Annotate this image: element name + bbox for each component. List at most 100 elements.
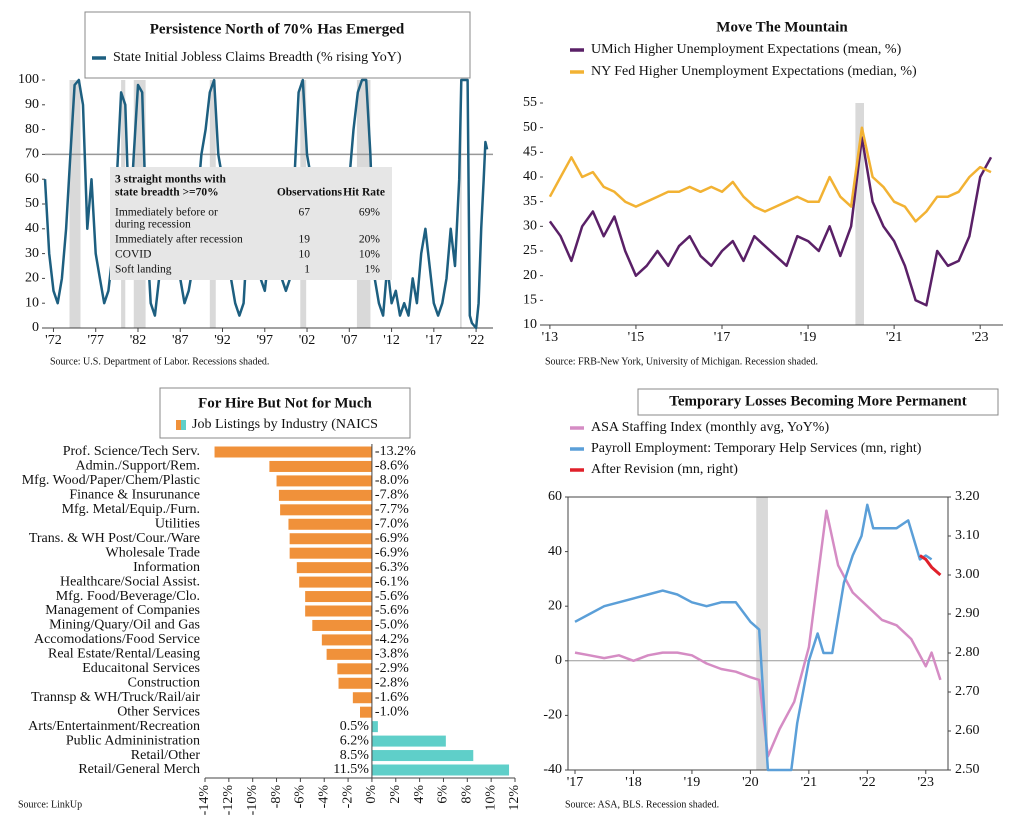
y-tick-label: 30 (523, 219, 537, 234)
y-tick-label: 25 (523, 243, 537, 258)
series-line (574, 503, 933, 772)
category-label: Real Estate/Rental/Leasing (48, 647, 200, 662)
value-label: -7.0% (375, 516, 409, 531)
y2-tick-label: 3.00 (955, 567, 980, 582)
y-tick-label: 80 (25, 122, 39, 137)
x-tick-label: '19 (684, 775, 701, 790)
plot-frame (567, 496, 949, 771)
recession-shade (756, 497, 768, 770)
table-header: 3 straight months with (115, 174, 226, 186)
y2-tick-label: 3.20 (955, 489, 980, 504)
bar (299, 576, 372, 588)
x-tick-label: '17 (426, 333, 443, 348)
y-tick-label: 45 (523, 145, 537, 160)
value-label: 0.5% (340, 719, 370, 734)
table-cell: 1% (365, 264, 381, 276)
table-cell: 69% (359, 207, 381, 219)
y2-tick-label: 3.10 (955, 528, 980, 543)
category-label: Educaitonal Services (82, 661, 200, 676)
category-label: Construction (128, 675, 200, 690)
y-tick-label: 40 (25, 221, 39, 236)
bar (321, 634, 372, 646)
y-tick-label: 90 (25, 97, 39, 112)
source: Source: FRB-New York, University of Mich… (545, 356, 818, 367)
table-header: state breadth >=70% (115, 187, 219, 199)
source: Source: LinkUp (18, 799, 82, 810)
value-label: -7.7% (375, 502, 409, 517)
y-tick-label: 30 (25, 246, 39, 261)
bar (360, 706, 372, 718)
y2-tick-label: 2.70 (955, 684, 980, 699)
bar (288, 518, 372, 530)
value-label: -7.8% (375, 488, 409, 503)
x-tick-label: 6% (436, 785, 451, 804)
title-box (84, 11, 471, 79)
bar (289, 533, 372, 545)
value-label: -6.9% (375, 545, 409, 560)
table-background (110, 167, 392, 280)
bar (326, 648, 372, 660)
legend-label: Payroll Employment: Temporary Help Servi… (591, 441, 922, 456)
value-label: -5.6% (375, 603, 409, 618)
y-tick-label: 20 (25, 271, 39, 286)
bar (338, 677, 372, 689)
value-label: 8.5% (340, 748, 370, 763)
category-label: Retail/Other (131, 748, 201, 763)
value-label: -5.0% (375, 618, 409, 633)
chart-title: Temporary Losses Becoming More Permanent (669, 393, 966, 409)
table-cell: Soft landing (115, 264, 172, 276)
value-label: -2.8% (375, 675, 409, 690)
bar (305, 591, 372, 603)
y-tick-label: 10 (25, 295, 39, 310)
source: Source: U.S. Department of Labor. Recess… (50, 356, 269, 367)
y-tick-label: 40 (523, 169, 537, 184)
category-label: Mfg. Food/Beverage/Clo. (56, 589, 200, 604)
y-tick-label: -20 (543, 708, 562, 723)
x-tick-label: '21 (801, 775, 818, 790)
value-label: -8.0% (375, 473, 409, 488)
y-tick-label: 0 (32, 320, 39, 335)
x-tick-label: '77 (87, 333, 104, 348)
x-tick-label: '17 (714, 330, 731, 345)
table-header: Hit Rate (343, 187, 385, 199)
bar (312, 619, 372, 631)
value-label: -6.1% (375, 574, 409, 589)
x-tick-label: -8% (269, 785, 284, 809)
x-tick-label: '82 (130, 333, 147, 348)
series-line (548, 126, 992, 223)
x-tick-label: '12 (383, 333, 400, 348)
category-label: Accomodations/Food Service (34, 632, 200, 647)
x-tick-label: '21 (886, 330, 903, 345)
category-label: Management of Companies (45, 603, 200, 618)
table-cell: 67 (299, 207, 311, 219)
y2-tick-label: 2.90 (955, 606, 980, 621)
y2-tick-label: 2.60 (955, 723, 980, 738)
category-label: Admin./Support/Rem. (76, 459, 200, 474)
x-tick-label: -4% (316, 785, 331, 809)
table-header: Observations (277, 187, 343, 199)
recession-shade (855, 103, 865, 325)
y-tick-label: 10 (523, 317, 537, 332)
x-tick-label: '23 (918, 775, 935, 790)
x-tick-label: -10% (245, 785, 260, 816)
x-tick-label: '22 (859, 775, 876, 790)
legend-label: ASA Staffing Index (monthly avg, YoY%) (591, 420, 829, 435)
x-tick-label: 0% (364, 785, 379, 804)
bar (269, 460, 372, 472)
x-tick-label: '20 (742, 775, 759, 790)
title-box (159, 387, 411, 439)
x-tick-label: '19 (800, 330, 817, 345)
x-tick-label: '02 (299, 333, 316, 348)
source: Source: ASA, BLS. Recession shaded. (565, 799, 719, 810)
category-label: Mining/Quary/Oil and Gas (49, 618, 200, 633)
legend-label: NY Fed Higher Unemployment Expectations … (591, 64, 917, 79)
y-tick-label: 40 (548, 544, 562, 559)
x-tick-label: -14% (197, 785, 212, 816)
table-cell: 10% (359, 249, 381, 261)
table-cell: 1 (304, 264, 310, 276)
x-tick-label: '92 (214, 333, 231, 348)
table-cell: during recession (115, 219, 191, 231)
category-label: Public Admininistration (66, 733, 200, 748)
category-label: Prof. Science/Tech Serv. (63, 444, 200, 459)
y-tick-label: 20 (548, 598, 562, 613)
